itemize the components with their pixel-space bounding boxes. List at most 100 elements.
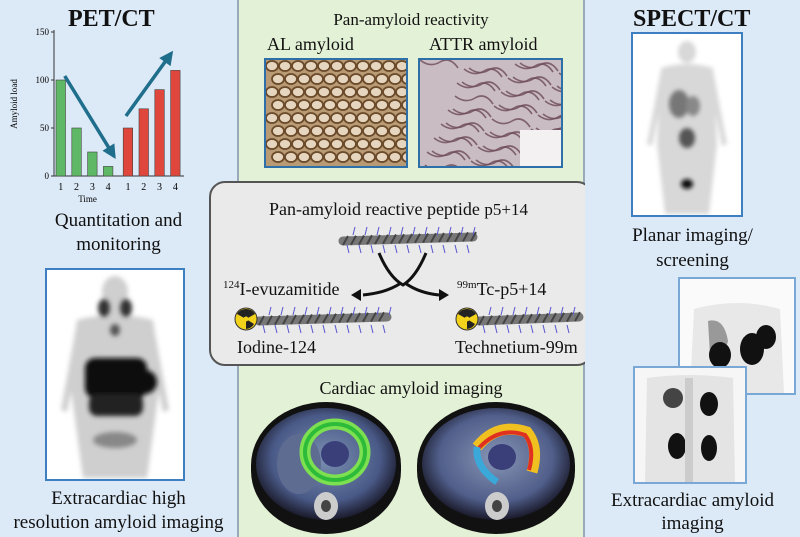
al-amyloid-label: AL amyloid [267,34,354,54]
trend-arrow [63,75,116,158]
extracardiac-caption-line2: resolution amyloid imaging [13,512,224,533]
extracardiac-amyloid-caption-line1: Extracardiac amyloid [610,490,774,511]
bar [71,127,82,177]
side-chain [488,306,492,316]
planar-whole-body-image [631,32,743,217]
peptide-diagram [234,226,584,334]
x-tick-label: 2 [141,182,146,193]
bar [138,108,149,177]
side-chain [310,324,314,334]
radiation-icon-left [234,307,258,331]
branch-left-arrowhead [351,289,361,301]
pet-ct-heading: PET/CT [68,6,155,32]
side-chain [518,324,522,334]
side-chain [352,226,356,236]
side-chain [322,324,326,334]
spect-abdomen-graphic [635,368,745,482]
side-chain [424,226,428,236]
side-chain [376,226,380,236]
side-chain [530,324,534,334]
extracardiac-amyloid-caption-line2: imaging [661,513,724,534]
side-chain [506,324,510,334]
bar [55,79,66,177]
peptide-helix-left [254,306,392,334]
side-chain [548,306,552,316]
quantitation-caption-line1: Quantitation and [54,210,183,231]
side-chain [376,306,380,316]
side-chain [358,244,362,254]
side-chain [364,226,368,236]
al-amyloid-histology-image [264,58,408,168]
branch-right-arrowhead [439,289,449,301]
pet-whole-body-image [45,268,185,481]
side-chain [524,306,528,316]
peptide-helix-right [474,306,584,334]
side-chain [466,244,470,254]
side-chain [352,306,356,316]
side-chain [412,226,416,236]
tc-peptide-name: Tc-p5+14 [476,279,547,299]
side-chain [382,244,386,254]
attr-amyloid-histology-image [418,58,563,168]
side-chain [460,226,464,236]
technetium-mass-number: 99m [457,279,477,291]
side-chain [512,306,516,316]
quantitation-caption-line2: monitoring [76,234,161,255]
side-chain [346,324,350,334]
branch-right-arrow [404,281,440,297]
chart-bars [55,70,181,177]
iodine-mass-number: 124 [223,279,240,291]
bar [103,166,114,177]
trend-arrowhead [102,143,116,159]
side-chain [370,244,374,254]
x-tick-label: 4 [106,182,111,193]
side-chain [472,226,476,236]
planar-caption-line1: Planar imaging/ [632,225,753,246]
attr-amyloid-label: ATTR amyloid [429,34,538,54]
peptide-title-text: Pan-amyloid reactive peptide [269,199,480,219]
side-chain [554,324,558,334]
y-tick-label: 100 [36,75,50,85]
side-chain [448,226,452,236]
side-chain [268,306,272,316]
x-tick-label: 1 [58,182,63,193]
side-chain [286,324,290,334]
spect-cardiac-graphic [422,408,570,520]
peptide-title: Pan-amyloid reactive peptide p5+14 [269,199,528,220]
pan-amyloid-reactivity-title: Pan-amyloid reactivity [333,10,489,29]
side-chain [346,244,350,254]
side-chain [262,324,266,334]
side-chain [274,324,278,334]
side-chain [430,244,434,254]
side-chain [382,324,386,334]
side-chain [494,324,498,334]
spect-ct-heading: SPECT/CT [633,6,751,32]
side-chain [364,306,368,316]
side-chain [304,306,308,316]
side-chain [334,324,338,334]
pet-body-scan-graphic [61,276,169,478]
y-tick-label: 50 [40,123,50,133]
split-branch [377,252,428,287]
side-chain [388,226,392,236]
spect-cardiac-image [417,402,575,534]
side-chain [542,324,546,334]
side-chain [536,306,540,316]
pet-ct-panel: PET/CT 0 50 100 150 Amyloid load 1 2 3 4 1 2 3 4 Time… [0,0,237,537]
side-chain [316,306,320,316]
side-chain [298,324,302,334]
side-chain [340,306,344,316]
trend-arrow [124,52,173,118]
x-tick-label: 1 [125,182,130,193]
peptide-box: Pan-amyloid reactive peptide p5+14 [209,181,593,366]
spect-ct-panel: SPECT/CT Planar imaging/ screenin [585,0,800,537]
x-tick-label: 4 [173,182,178,193]
side-chain [406,244,410,254]
bar [122,127,133,177]
side-chain [280,306,284,316]
trend-arrowhead [159,50,174,67]
side-chain [572,306,576,316]
pet-cardiac-graphic [256,408,396,520]
